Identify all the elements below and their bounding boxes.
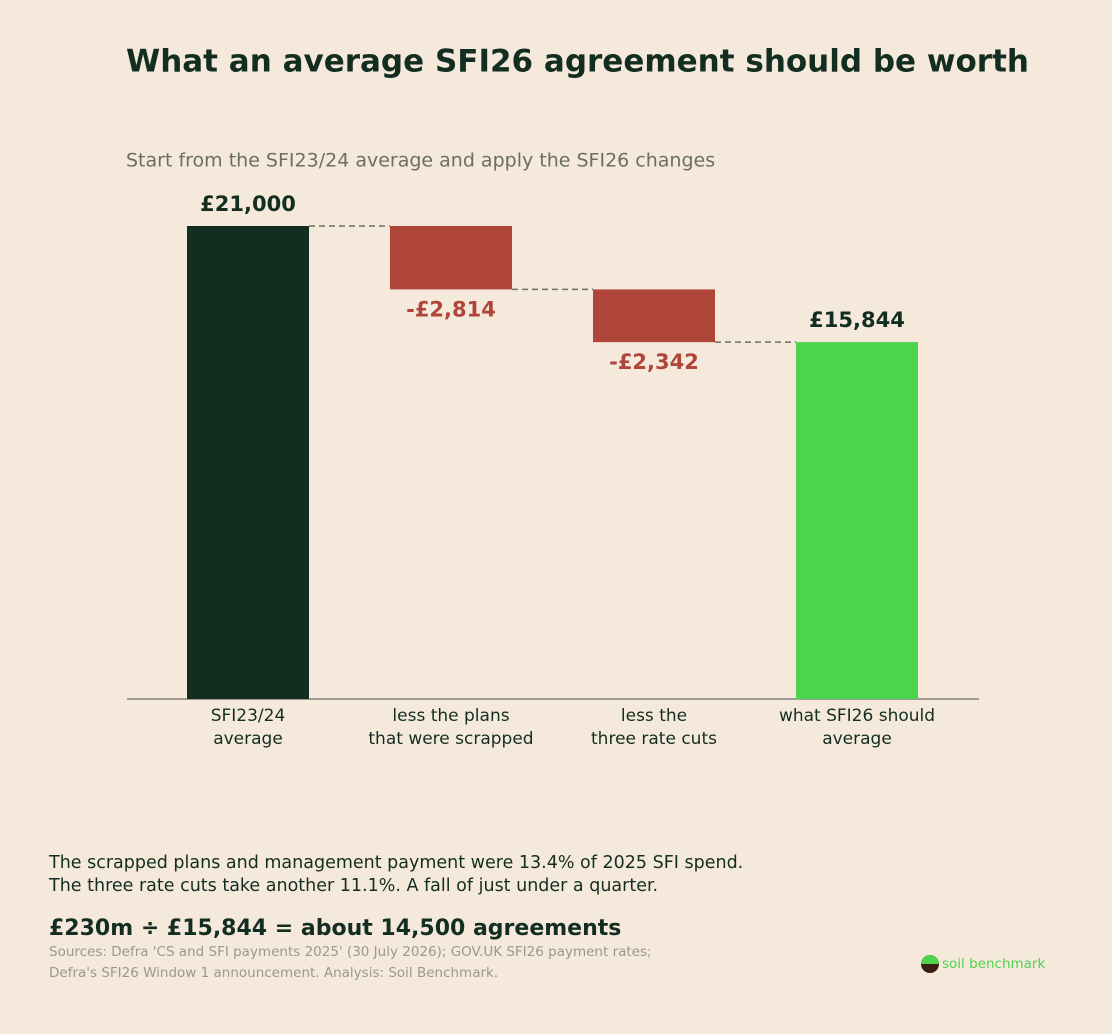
x-tick-label: average bbox=[822, 729, 892, 749]
value-label: -£2,814 bbox=[406, 297, 496, 321]
brand-logo bbox=[921, 955, 939, 973]
x-tick-label: three rate cuts bbox=[591, 729, 717, 749]
bar bbox=[593, 289, 715, 343]
x-tick-label: what SFI26 should bbox=[779, 706, 935, 726]
value-label: £21,000 bbox=[200, 192, 296, 216]
bar bbox=[187, 226, 309, 699]
bar bbox=[390, 226, 512, 290]
x-tick-label: SFI23/24 bbox=[211, 706, 286, 726]
note: The scrapped plans and management paymen… bbox=[48, 853, 743, 873]
value-label: -£2,342 bbox=[609, 350, 699, 374]
x-tick-label: average bbox=[213, 729, 283, 749]
chart-title: What an average SFI26 agreement should b… bbox=[126, 44, 1029, 80]
brand: soil benchmark bbox=[942, 956, 1045, 972]
source: Sources: Defra 'CS and SFI payments 2025… bbox=[49, 944, 652, 960]
headline: £230m ÷ £15,844 = about 14,500 agreement… bbox=[49, 916, 621, 941]
x-tick-label: less the bbox=[621, 706, 687, 726]
value-label: £15,844 bbox=[809, 308, 905, 332]
note: The three rate cuts take another 11.1%. … bbox=[48, 876, 658, 896]
source: Defra's SFI26 Window 1 announcement. Ana… bbox=[49, 965, 498, 981]
bar bbox=[796, 342, 918, 699]
x-tick-label: that were scrapped bbox=[368, 729, 533, 749]
x-tick-label: less the plans bbox=[392, 706, 509, 726]
chart-subtitle: Start from the SFI23/24 average and appl… bbox=[126, 150, 715, 172]
